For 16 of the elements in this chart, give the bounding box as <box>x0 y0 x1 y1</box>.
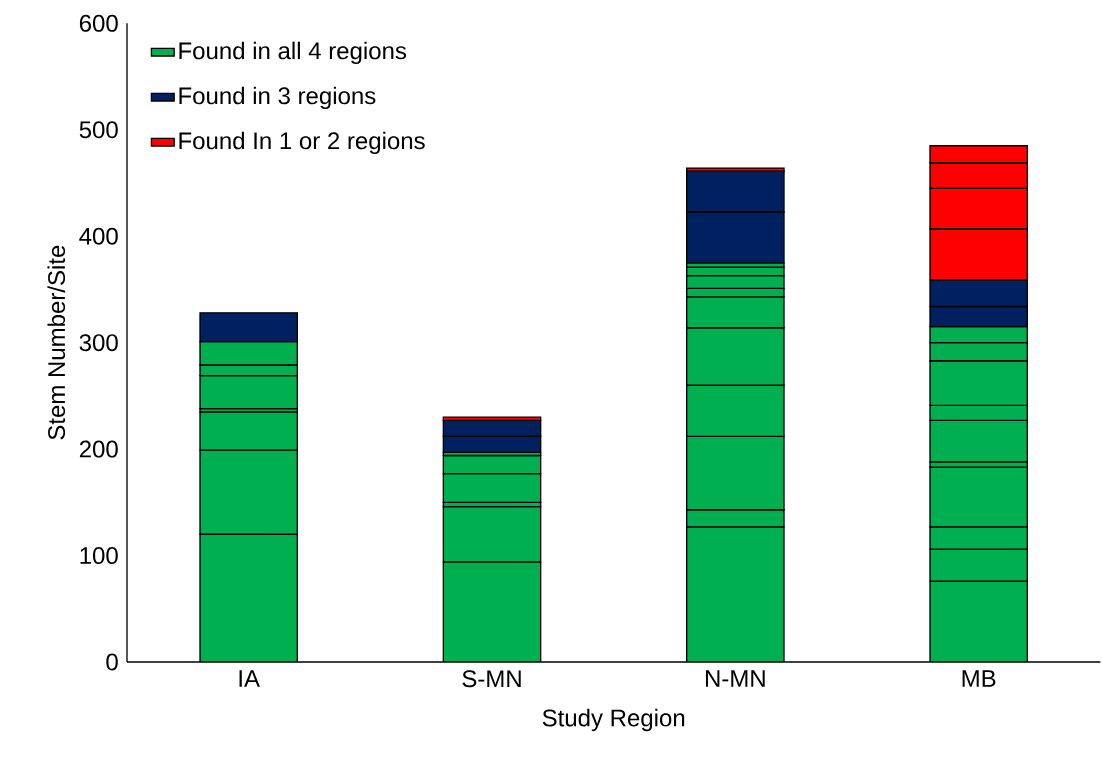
legend-label: Found in all 4 regions <box>179 41 407 65</box>
y-tick-label: 0 <box>106 653 118 671</box>
x-axis-title: Study Region <box>542 708 685 732</box>
y-tick-label: 100 <box>80 547 118 565</box>
x-tick-label: IA <box>239 670 260 687</box>
x-tick-label: S-MN <box>462 670 521 688</box>
y-tick-label: 500 <box>79 121 118 139</box>
x-tick-label: N-MN <box>705 670 765 687</box>
y-tick-label: 400 <box>79 227 118 245</box>
x-tick-label: MB <box>962 670 996 687</box>
legend-label: Found In 1 or 2 regions <box>179 131 425 155</box>
legend-label: Found in 3 regions <box>179 86 376 110</box>
y-tick-label: 200 <box>79 440 118 458</box>
y-axis-title: Stem Number/Site <box>47 245 66 440</box>
y-tick-label: 300 <box>79 334 118 352</box>
y-tick-label: 600 <box>79 14 118 32</box>
